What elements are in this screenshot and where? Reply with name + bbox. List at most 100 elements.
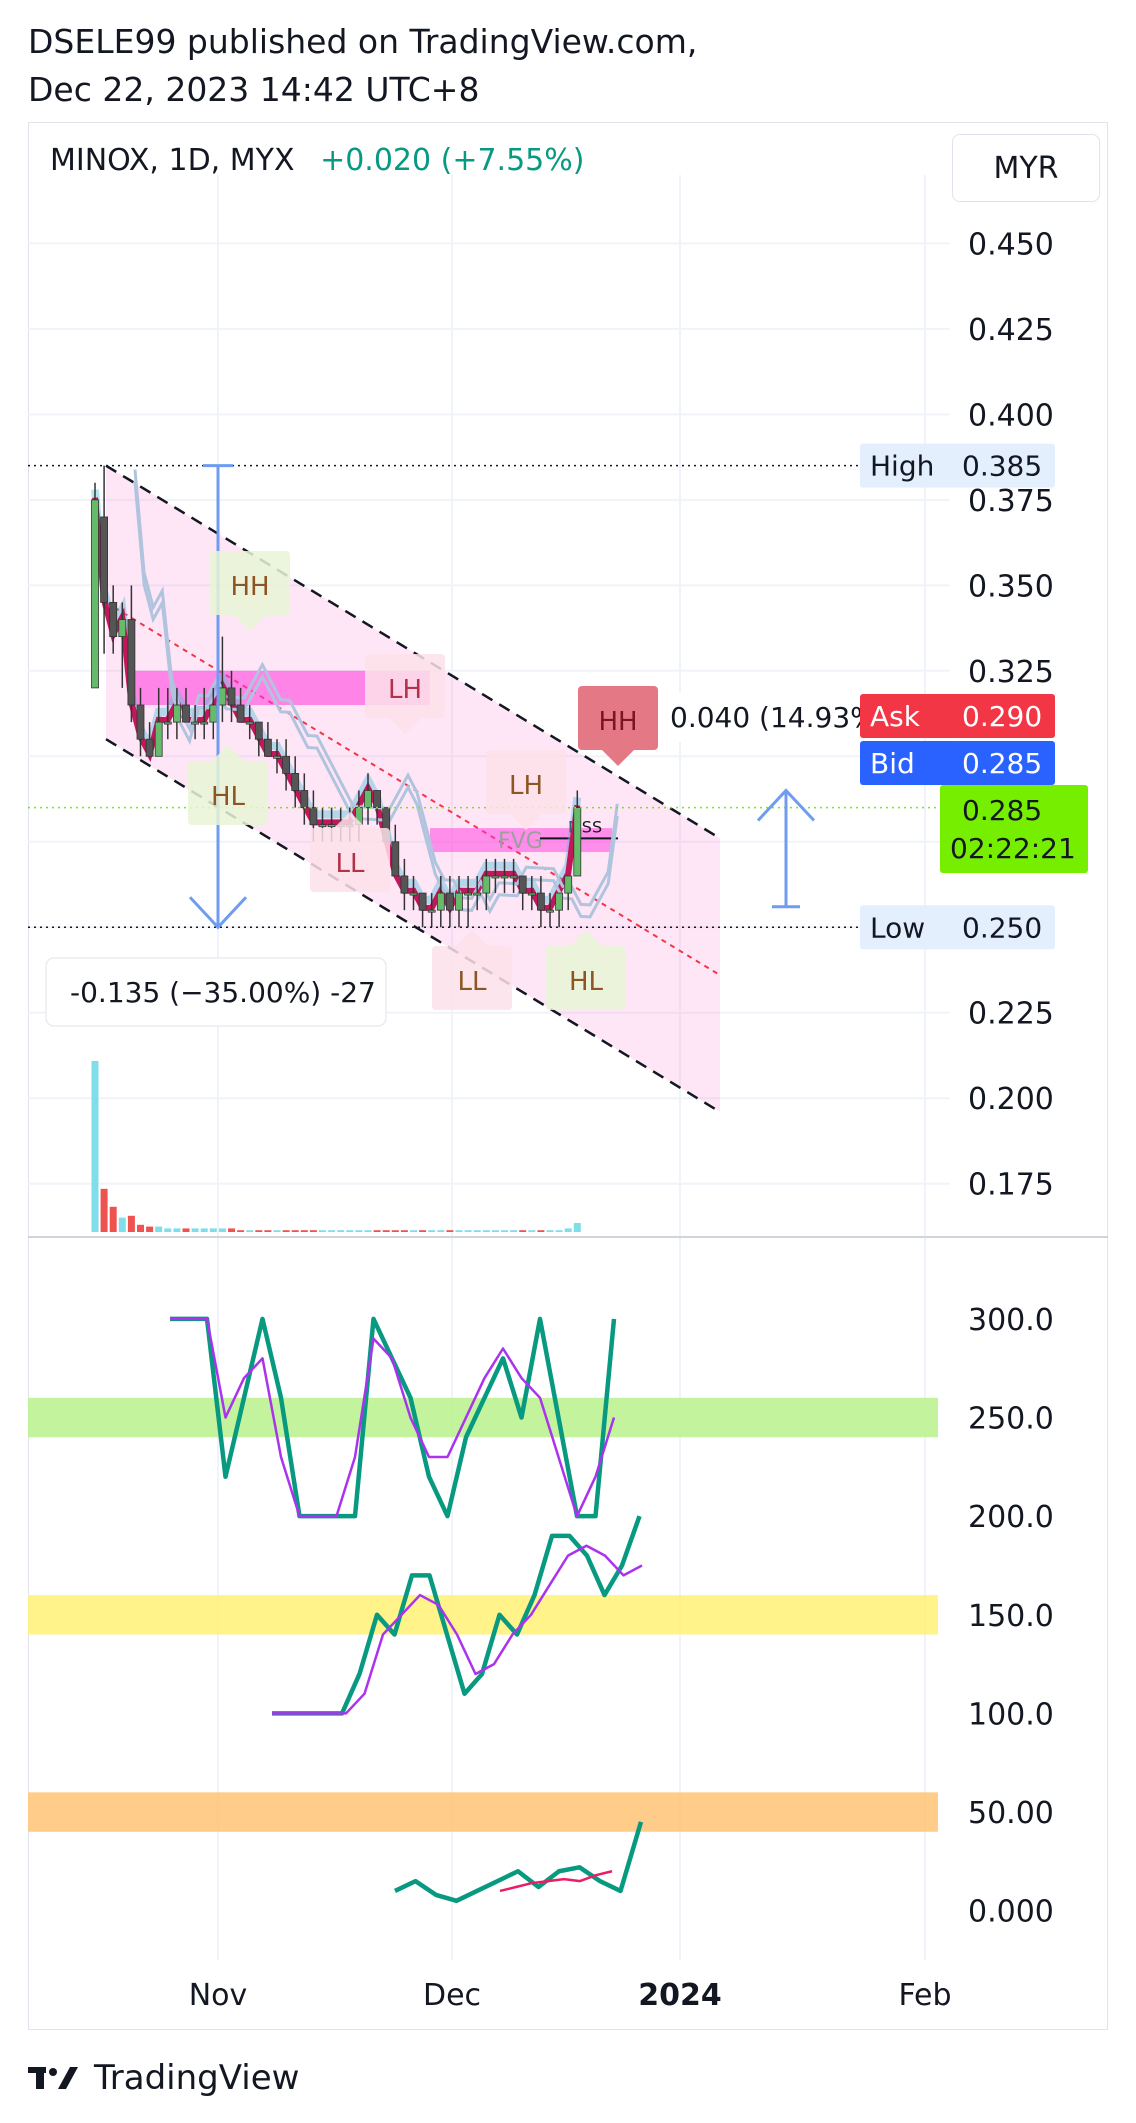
volume-bar	[446, 1230, 454, 1232]
volume-bar	[419, 1230, 427, 1232]
structure-label-text: HL	[211, 782, 246, 812]
publish-date: Dec 22, 2023 14:42 UTC+8	[28, 70, 480, 109]
candle-body	[364, 790, 372, 808]
candle-body	[455, 892, 463, 911]
price-tick-label: 0.450	[968, 227, 1054, 262]
candle-body	[391, 841, 400, 877]
high-tag-value: 0.385	[962, 450, 1042, 483]
candle-body	[136, 704, 145, 740]
tradingview-logo-icon	[28, 2067, 78, 2089]
volume-bar	[491, 1230, 499, 1232]
volume-bar	[391, 1230, 399, 1232]
oscillator-series-line	[272, 1544, 643, 1715]
candle-body	[537, 892, 545, 911]
fvg-label: FVG	[498, 829, 543, 854]
volume-bar	[282, 1230, 290, 1232]
structure-label-text: HL	[569, 967, 604, 997]
time-tick-label: Nov	[189, 1978, 248, 2013]
low-tag: Low 0.250	[860, 905, 1055, 950]
ask-tag-label-bg	[860, 694, 960, 738]
volume-bar	[355, 1230, 363, 1232]
structure-label-bg	[546, 946, 626, 1010]
low-tag-label: Low	[870, 911, 925, 944]
candle-body	[163, 721, 172, 725]
candle-body	[218, 687, 227, 706]
candle-body	[373, 790, 382, 808]
high-tag: High 0.385	[860, 443, 1055, 488]
volume-bar	[410, 1230, 417, 1232]
structure-label-text: LL	[336, 849, 365, 879]
volume-bar	[501, 1230, 508, 1232]
candle-body	[282, 755, 291, 774]
candle-body	[91, 499, 99, 689]
volume-bar	[455, 1230, 463, 1232]
high-tag-label-bg	[860, 443, 960, 488]
oscillator-tick-label: 250.0	[968, 1402, 1054, 1437]
price-tick-label: 0.350	[968, 569, 1054, 604]
oscillator-band	[28, 1595, 938, 1635]
currency-button[interactable]: MYR	[952, 134, 1100, 202]
price-tick-label: 0.200	[968, 1082, 1054, 1117]
measure-down-box: -0.135 (−35.00%) -27	[45, 957, 387, 1027]
time-tick-label: Feb	[898, 1978, 951, 2013]
time-tick-label: Dec	[423, 1978, 481, 2013]
candle-body	[273, 755, 281, 759]
volume-bar	[510, 1230, 518, 1232]
structure-label: LL	[432, 930, 512, 1010]
volume-bar	[100, 1188, 108, 1232]
price-tick-label: 0.425	[968, 313, 1054, 348]
candle-body	[518, 875, 527, 894]
volume-bar	[464, 1230, 472, 1232]
volume-bar	[118, 1217, 126, 1232]
structure-label-bg	[188, 761, 268, 825]
volume-bar	[309, 1230, 317, 1232]
structure-label-pointer	[602, 750, 634, 766]
volume-bar	[573, 1223, 581, 1232]
ask-tag-value: 0.290	[962, 700, 1042, 733]
publisher-info: DSELE99 published on TradingView.com, De…	[28, 18, 697, 114]
structure-label-pointer	[389, 718, 421, 734]
structure-label: LH	[486, 750, 566, 830]
structure-label: HL	[546, 930, 626, 1010]
volume-bar	[255, 1230, 263, 1232]
volume-bar	[537, 1230, 545, 1232]
volume-bar	[382, 1230, 390, 1232]
candle-body	[318, 824, 327, 828]
oscillator-tick-label: 200.0	[968, 1500, 1054, 1535]
oscillator-series-line	[170, 1317, 616, 1518]
candle-body	[482, 875, 491, 894]
structure-label-text: LH	[388, 675, 422, 705]
low-tag-value: 0.250	[962, 911, 1042, 944]
candle-body	[473, 892, 482, 896]
candle-body	[209, 704, 218, 723]
bid-tag-value: 0.285	[962, 747, 1042, 780]
candle-body	[145, 738, 154, 757]
structure-label: HH	[210, 551, 290, 631]
structure-label-bg	[210, 551, 290, 615]
volume-bar	[346, 1230, 354, 1232]
candle-body	[400, 875, 409, 894]
symbol-header: MINOX, 1D, MYX +0.020 (+7.55%)	[50, 143, 584, 178]
candle-body	[500, 875, 509, 879]
candle-body	[245, 721, 254, 725]
volume-bar	[191, 1228, 199, 1232]
volume-bar	[291, 1230, 299, 1232]
price-tick-label: 0.400	[968, 398, 1054, 433]
structure-label-pointer	[212, 745, 244, 761]
candle-body	[527, 892, 536, 896]
candle-body	[154, 721, 163, 757]
volume-bar	[182, 1228, 190, 1232]
bid-tag: Bid 0.285	[860, 741, 1055, 785]
candle-body	[436, 892, 445, 911]
ask-tag: Ask 0.290	[860, 694, 1055, 738]
volume-bar	[564, 1228, 572, 1232]
candle-body	[300, 790, 309, 808]
bid-tag-value-bg	[955, 741, 1055, 785]
structure-label-pointer	[570, 930, 602, 946]
structure-label-pointer	[334, 812, 366, 828]
structure-label-pointer	[456, 930, 488, 946]
time-tick-label: 2024	[638, 1978, 722, 2013]
fvg-zone	[430, 828, 612, 853]
volume-bar	[109, 1206, 117, 1232]
